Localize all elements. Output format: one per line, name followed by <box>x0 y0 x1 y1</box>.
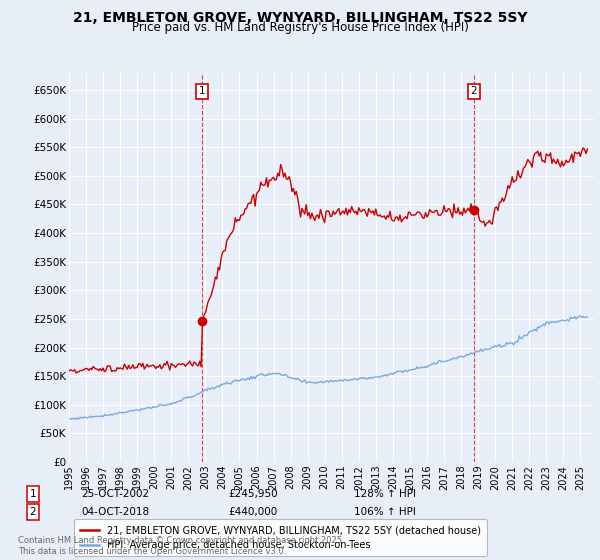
Text: 1: 1 <box>29 489 37 499</box>
Text: 25-OCT-2002: 25-OCT-2002 <box>81 489 149 499</box>
Text: £245,950: £245,950 <box>228 489 278 499</box>
Text: Price paid vs. HM Land Registry's House Price Index (HPI): Price paid vs. HM Land Registry's House … <box>131 21 469 34</box>
Text: 2: 2 <box>29 507 37 517</box>
Text: 106% ↑ HPI: 106% ↑ HPI <box>354 507 416 517</box>
Legend: 21, EMBLETON GROVE, WYNYARD, BILLINGHAM, TS22 5SY (detached house), HPI: Average: 21, EMBLETON GROVE, WYNYARD, BILLINGHAM,… <box>74 520 487 556</box>
Text: 1: 1 <box>199 86 205 96</box>
Text: £440,000: £440,000 <box>228 507 277 517</box>
Text: 21, EMBLETON GROVE, WYNYARD, BILLINGHAM, TS22 5SY: 21, EMBLETON GROVE, WYNYARD, BILLINGHAM,… <box>73 11 527 25</box>
Text: 128% ↑ HPI: 128% ↑ HPI <box>354 489 416 499</box>
Text: 04-OCT-2018: 04-OCT-2018 <box>81 507 149 517</box>
Text: 2: 2 <box>470 86 477 96</box>
Text: Contains HM Land Registry data © Crown copyright and database right 2025.
This d: Contains HM Land Registry data © Crown c… <box>18 536 344 556</box>
